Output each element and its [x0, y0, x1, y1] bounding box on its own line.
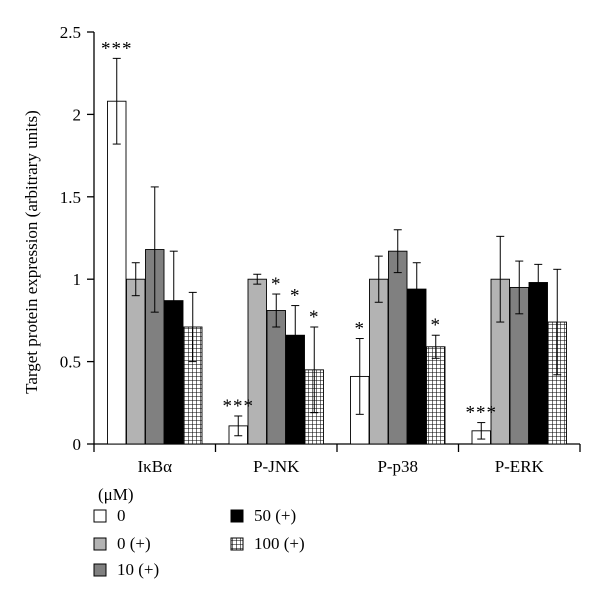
- error-bar: [291, 305, 300, 366]
- significance-mark: *: [290, 286, 301, 307]
- error-bar: [131, 262, 140, 297]
- x-category-label: P-JNK: [253, 457, 300, 476]
- bar: [426, 346, 446, 445]
- error-bar: [150, 186, 159, 313]
- bar: [388, 250, 408, 445]
- error-bar: [393, 229, 402, 274]
- significance-mark: *: [355, 319, 366, 340]
- error-bar: [477, 422, 486, 440]
- x-category-label: P-ERK: [495, 457, 545, 476]
- bar: [369, 278, 389, 445]
- bar: [107, 100, 127, 445]
- error-bar: [253, 273, 262, 285]
- legend-swatch-0: [93, 509, 107, 523]
- legend-swatch-3: [230, 509, 244, 523]
- y-tick-label: 2.5: [60, 23, 81, 42]
- legend-title: (μM): [98, 485, 134, 504]
- y-tick-label: 1.5: [60, 188, 81, 207]
- legend-swatch-4: [230, 537, 244, 551]
- error-bar: [355, 338, 364, 415]
- error-bar: [515, 260, 524, 315]
- y-axis-title: Target protein expression (arbitrary uni…: [22, 110, 41, 394]
- error-bar: [496, 235, 505, 323]
- error-bar: [234, 415, 243, 437]
- significance-mark: ***: [223, 396, 255, 417]
- error-bar: [169, 250, 178, 351]
- legend-label-2: 10 (+): [117, 560, 159, 579]
- labels: ***IκBα******P-JNK* *P-p38***P-ERK: [101, 38, 545, 476]
- bar: [126, 278, 146, 445]
- bars: [107, 57, 567, 445]
- x-category-label: IκBα: [138, 457, 173, 476]
- significance-mark: *: [309, 307, 320, 328]
- error-bar: [188, 291, 197, 363]
- y-tick-label: 0.5: [60, 353, 81, 372]
- error-bar: [310, 326, 319, 414]
- legend-swatch-2: [93, 563, 107, 577]
- error-bar: [553, 268, 562, 376]
- error-bar: [431, 334, 440, 359]
- legend-label-3: 50 (+): [254, 506, 296, 525]
- x-category-label: P-p38: [377, 457, 418, 476]
- significance-mark: ***: [466, 403, 498, 424]
- error-bar: [272, 293, 281, 328]
- y-tick-label: 2: [73, 105, 82, 124]
- legend-swatch-1: [93, 537, 107, 551]
- y-tick-label: 0: [73, 435, 82, 454]
- error-bar: [112, 57, 121, 145]
- significance-mark: ***: [101, 38, 133, 59]
- legend-label-0: 0: [117, 506, 126, 525]
- bar: [528, 282, 548, 445]
- error-bar: [534, 263, 543, 302]
- legend-label-4: 100 (+): [254, 534, 305, 553]
- significance-mark: *: [431, 315, 442, 336]
- bar: [266, 310, 286, 445]
- error-bar: [412, 262, 421, 316]
- legend-label-1: 0 (+): [117, 534, 151, 553]
- legend: (μM) 0 0 (+) 10 (+) 50 (+) 100 (+): [93, 485, 305, 579]
- error-bar: [374, 255, 383, 303]
- significance-mark: *: [271, 274, 282, 295]
- bar: [247, 278, 267, 445]
- y-tick-label: 1: [73, 270, 82, 289]
